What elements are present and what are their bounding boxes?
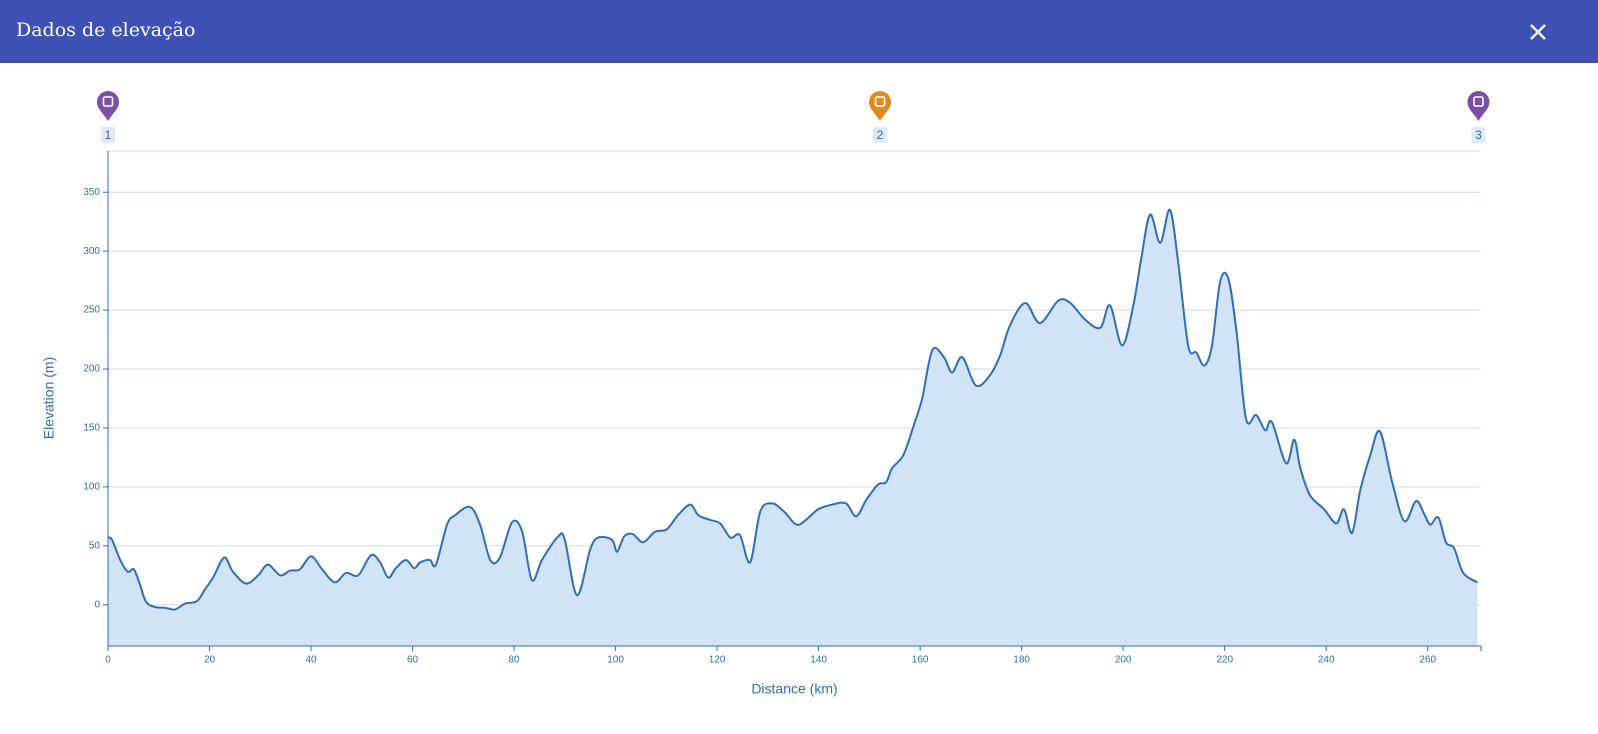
close-button[interactable]: [1527, 21, 1549, 43]
marker-label-box: [873, 127, 888, 143]
y-tick-label: 0: [94, 599, 100, 610]
marker-label: 1: [105, 128, 112, 142]
x-tick-label: 220: [1216, 655, 1233, 666]
waypoint-marker: 3: [1467, 91, 1490, 143]
elevation-chart: 0 50 100 150 200 250 300 350 0 20 40 60 80 100 120 140 1…: [41, 91, 1490, 697]
elevation-area: [108, 209, 1478, 646]
elevation-line: [107, 208, 1479, 611]
y-tick-label: 250: [83, 305, 100, 316]
x-tick-label: 100: [607, 655, 624, 666]
x-tick-label: 0: [105, 655, 111, 666]
y-tick-label: 350: [83, 187, 100, 198]
x-tick-label: 80: [509, 655, 521, 666]
waypoint-marker: 1: [97, 91, 119, 143]
dialog-header: Dados de elevação: [0, 0, 1598, 63]
y-tick-label: 100: [83, 482, 100, 493]
x-tick-label: 240: [1318, 655, 1335, 666]
x-tick-label: 120: [709, 655, 726, 666]
x-tick-label: 140: [810, 655, 827, 666]
marker-label-box: [101, 127, 115, 143]
marker-label-box: [1471, 127, 1486, 143]
y-tick-label: 200: [83, 364, 100, 375]
y-tick-label: 150: [83, 423, 100, 434]
x-tick-label: 20: [204, 655, 216, 666]
marker-icon: [874, 96, 886, 107]
marker-label: 3: [1475, 128, 1482, 142]
marker-icon: [1473, 96, 1484, 107]
marker-label: 2: [877, 128, 884, 142]
x-tick-label: 160: [912, 655, 929, 666]
y-tick-label: 50: [89, 540, 101, 551]
y-tick-label: 300: [83, 246, 100, 257]
dialog-title: Dados de elevação: [16, 19, 196, 41]
x-tick-label: 200: [1115, 655, 1132, 666]
marker-icon: [102, 96, 114, 107]
close-icon: [1530, 24, 1546, 40]
x-tick-label: 40: [305, 655, 317, 666]
waypoint-marker: 2: [869, 91, 892, 143]
x-tick-label: 260: [1419, 655, 1436, 666]
y-axis-title: Elevation (m): [41, 357, 57, 439]
x-tick-label: 60: [407, 655, 419, 666]
x-tick-label: 180: [1013, 655, 1030, 666]
x-axis-title: Distance (km): [751, 681, 837, 697]
